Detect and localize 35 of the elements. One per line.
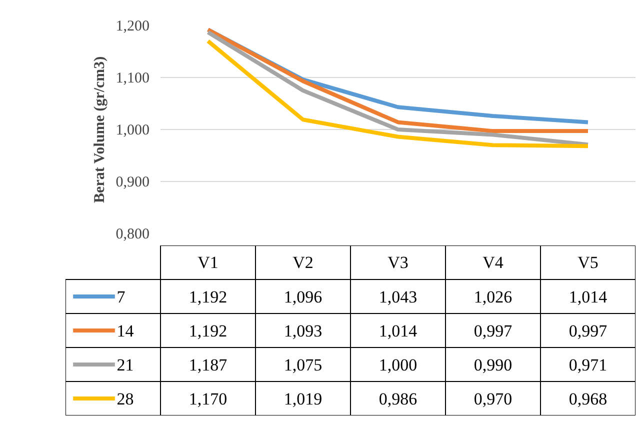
data-label: 0,971 bbox=[568, 356, 608, 374]
data-label: 1,096 bbox=[284, 288, 322, 306]
data-label: 0,997 bbox=[474, 322, 513, 340]
data-label: 1,187 bbox=[188, 356, 228, 374]
data-label: 0,970 bbox=[474, 390, 512, 408]
data-label: 1,170 bbox=[188, 390, 228, 408]
x-tick-label: V3 bbox=[388, 253, 408, 272]
data-label: 1,043 bbox=[378, 288, 418, 306]
data-label: 1,026 bbox=[474, 288, 512, 306]
data-label: 1,075 bbox=[284, 356, 322, 374]
data-label: 0,990 bbox=[474, 356, 512, 374]
data-label: 1,192 bbox=[188, 288, 228, 306]
x-tick-label: V2 bbox=[292, 253, 314, 272]
data-label: 1,014 bbox=[568, 288, 608, 306]
legend-label: 7 bbox=[116, 288, 126, 306]
data-label: 1,093 bbox=[284, 322, 322, 340]
data-label: 0,986 bbox=[378, 390, 418, 408]
y-tick-label: 0,800 bbox=[116, 226, 150, 242]
y-tick-label: 1,100 bbox=[116, 70, 150, 86]
x-tick-label: V1 bbox=[198, 253, 218, 272]
y-tick-label: 1,000 bbox=[116, 122, 150, 138]
data-label: 1,000 bbox=[378, 356, 418, 374]
data-label: 0,968 bbox=[568, 390, 608, 408]
legend-label: 28 bbox=[116, 390, 134, 408]
data-label: 1,014 bbox=[378, 322, 418, 340]
y-tick-label: 0,900 bbox=[116, 174, 150, 190]
legend-label: 14 bbox=[116, 322, 134, 340]
legend-label: 21 bbox=[116, 356, 134, 374]
data-label: 1,019 bbox=[284, 390, 322, 408]
data-label: 0,997 bbox=[568, 322, 608, 340]
data-label: 1,192 bbox=[188, 322, 228, 340]
x-tick-label: V5 bbox=[578, 253, 598, 272]
y-axis-title: Berat Volume (gr/cm3) bbox=[92, 56, 108, 203]
x-tick-label: V4 bbox=[482, 253, 504, 272]
y-tick-label: 1,200 bbox=[116, 18, 150, 34]
